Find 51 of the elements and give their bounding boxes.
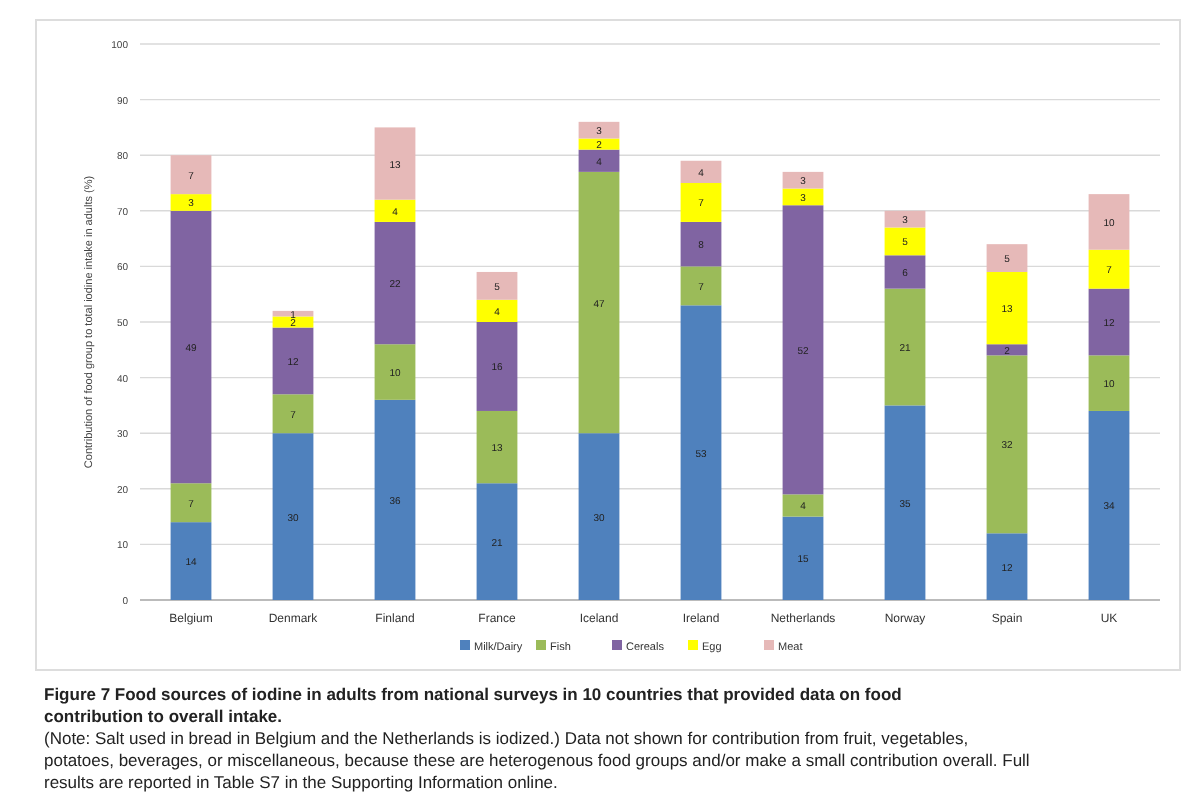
bar — [986, 244, 1028, 272]
bar — [1088, 288, 1130, 356]
bar — [884, 405, 926, 600]
bar — [986, 355, 1028, 534]
text: (Note: Salt used in bread in Belgium and the Netherlands is iodized.) Data not shown for contribution from fruit, vegetables, potatoes, beverages, or miscellaneous, because these are heterogenous food groups and/or make a small contribution overall. Full results are reported in Table S7 in the Supporting Information online. — [44, 728, 1030, 792]
bar — [986, 533, 1028, 600]
bar — [680, 305, 722, 600]
bar — [374, 221, 416, 345]
bar — [170, 483, 212, 523]
text: Figure 7 Food sources of iodine in adults from national surveys in 10 countries that provided data on food contribution to overall intake. — [44, 684, 902, 726]
bar — [272, 316, 314, 328]
bar — [884, 288, 926, 406]
bar — [782, 188, 824, 206]
bar — [476, 410, 518, 484]
bar — [374, 344, 416, 400]
bar — [680, 266, 722, 306]
bar — [374, 399, 416, 600]
bar — [476, 483, 518, 600]
bar — [680, 183, 722, 222]
bar — [170, 155, 212, 195]
bar — [170, 522, 212, 600]
bar — [272, 327, 314, 395]
bar — [986, 344, 1028, 356]
bar — [374, 127, 416, 200]
bar — [578, 433, 620, 600]
bar — [1088, 355, 1130, 411]
bar — [578, 121, 620, 139]
bar — [578, 171, 620, 434]
bar — [884, 227, 926, 256]
bar — [884, 255, 926, 289]
bar — [782, 516, 824, 600]
bar — [476, 299, 518, 322]
bar — [1088, 249, 1130, 289]
bar — [578, 149, 620, 172]
bar — [884, 210, 926, 228]
bar — [476, 322, 518, 411]
bar — [476, 271, 518, 300]
bar — [1088, 194, 1130, 250]
bar — [578, 138, 620, 150]
bar — [680, 160, 722, 183]
bar — [170, 194, 212, 211]
bar — [272, 394, 314, 434]
bar — [272, 433, 314, 600]
bar — [680, 221, 722, 267]
bar — [170, 210, 212, 484]
bar — [374, 199, 416, 222]
bar — [782, 494, 824, 517]
bar — [986, 271, 1028, 345]
bar — [782, 205, 824, 495]
bar — [1088, 410, 1130, 600]
bar — [782, 171, 824, 189]
